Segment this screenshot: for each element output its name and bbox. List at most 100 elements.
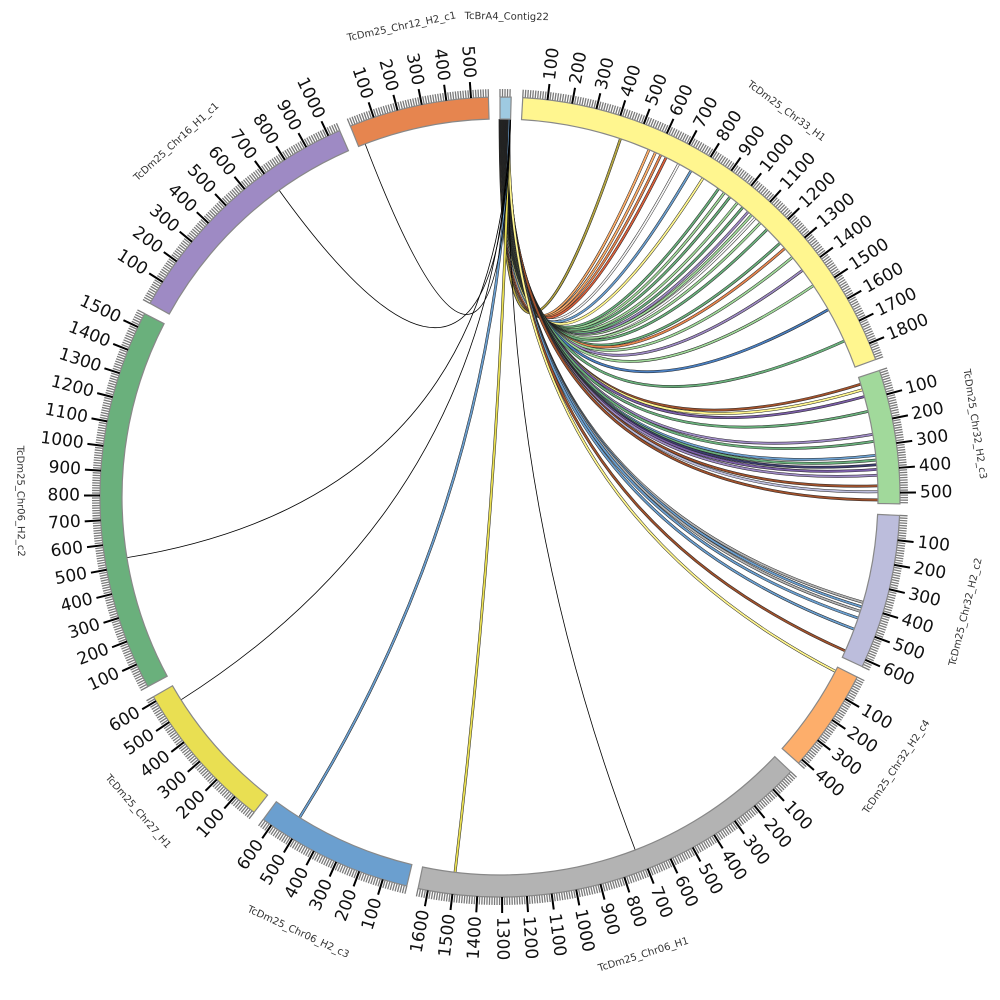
minor-tick	[120, 643, 129, 648]
minor-tick	[640, 871, 645, 880]
minor-tick	[892, 418, 901, 422]
minor-tick	[856, 676, 865, 682]
minor-tick	[110, 615, 119, 619]
tick-label: 900	[48, 457, 82, 479]
minor-tick	[618, 878, 623, 887]
minor-tick	[112, 367, 121, 372]
minor-tick	[198, 220, 206, 228]
major-tick	[214, 193, 227, 207]
tick-label: 500	[890, 634, 927, 664]
minor-tick	[174, 737, 182, 744]
minor-tick	[241, 180, 248, 188]
minor-tick	[774, 787, 781, 794]
minor-tick	[363, 112, 368, 121]
minor-tick	[891, 413, 900, 417]
major-tick	[392, 94, 399, 111]
minor-tick	[351, 116, 356, 125]
minor-tick	[838, 708, 846, 715]
major-tick	[896, 439, 913, 445]
minor-tick	[838, 278, 846, 285]
major-tick	[223, 795, 236, 810]
major-tick	[571, 87, 577, 104]
minor-tick	[454, 91, 457, 100]
minor-tick	[346, 867, 351, 876]
minor-tick	[668, 126, 674, 135]
major-tick	[599, 883, 606, 900]
minor-tick	[882, 376, 891, 381]
minor-tick	[195, 224, 203, 231]
minor-tick	[358, 113, 363, 122]
minor-tick	[318, 855, 324, 864]
minor-tick	[471, 895, 473, 905]
tick-label: 600	[666, 82, 698, 120]
minor-tick	[790, 216, 798, 224]
major-tick	[84, 468, 101, 472]
minor-tick	[670, 128, 676, 136]
minor-tick	[95, 547, 104, 550]
minor-tick	[586, 98, 590, 107]
minor-tick	[724, 159, 731, 167]
minor-tick	[847, 694, 856, 700]
minor-tick	[104, 595, 113, 600]
major-tick	[91, 417, 108, 423]
minor-tick	[360, 872, 365, 881]
minor-tick	[870, 341, 878, 347]
minor-tick	[201, 770, 209, 777]
tick-label: 1000	[570, 907, 598, 953]
minor-tick	[776, 785, 783, 793]
tick-label: 200	[74, 639, 111, 669]
minor-tick	[728, 162, 735, 170]
minor-tick	[755, 803, 762, 811]
minor-tick	[867, 654, 875, 660]
minor-tick	[570, 890, 574, 899]
minor-tick	[877, 626, 886, 631]
minor-tick	[895, 433, 904, 437]
minor-tick	[147, 290, 156, 296]
minor-tick	[442, 92, 445, 102]
minor-tick	[814, 743, 822, 750]
minor-tick	[168, 729, 176, 736]
minor-tick	[699, 143, 705, 151]
minor-tick	[659, 122, 664, 131]
major-tick	[423, 890, 429, 907]
minor-tick	[626, 876, 630, 885]
minor-tick	[792, 218, 800, 226]
minor-tick	[135, 311, 144, 317]
minor-tick	[102, 586, 111, 590]
minor-tick	[310, 134, 316, 143]
minor-tick	[435, 892, 439, 901]
minor-tick	[105, 392, 114, 396]
minor-tick	[402, 100, 406, 109]
minor-tick	[875, 356, 884, 361]
minor-tick	[644, 869, 649, 878]
minor-tick	[124, 336, 133, 342]
minor-tick	[459, 90, 462, 99]
major-tick	[141, 700, 157, 711]
minor-tick	[231, 189, 238, 196]
minor-tick	[651, 866, 657, 875]
minor-tick	[438, 892, 441, 901]
major-tick	[233, 176, 246, 190]
minor-tick	[636, 113, 641, 122]
minor-tick	[401, 885, 405, 894]
minor-tick	[212, 206, 220, 213]
minor-tick	[563, 891, 566, 900]
minor-tick	[692, 139, 698, 148]
minor-tick	[320, 856, 326, 865]
minor-tick	[448, 893, 451, 902]
minor-tick	[152, 706, 161, 713]
minor-tick	[94, 451, 103, 454]
minor-tick	[756, 183, 763, 191]
major-tick	[787, 207, 801, 220]
minor-tick	[123, 339, 132, 344]
minor-tick	[94, 537, 103, 540]
minor-tick	[102, 401, 112, 405]
minor-tick	[353, 870, 358, 879]
tick-label: 1100	[43, 400, 89, 428]
minor-tick	[782, 207, 789, 215]
minor-tick	[134, 313, 143, 319]
minor-tick	[93, 456, 102, 459]
minor-tick	[377, 878, 382, 887]
minor-tick	[719, 830, 726, 838]
minor-tick	[834, 715, 842, 721]
